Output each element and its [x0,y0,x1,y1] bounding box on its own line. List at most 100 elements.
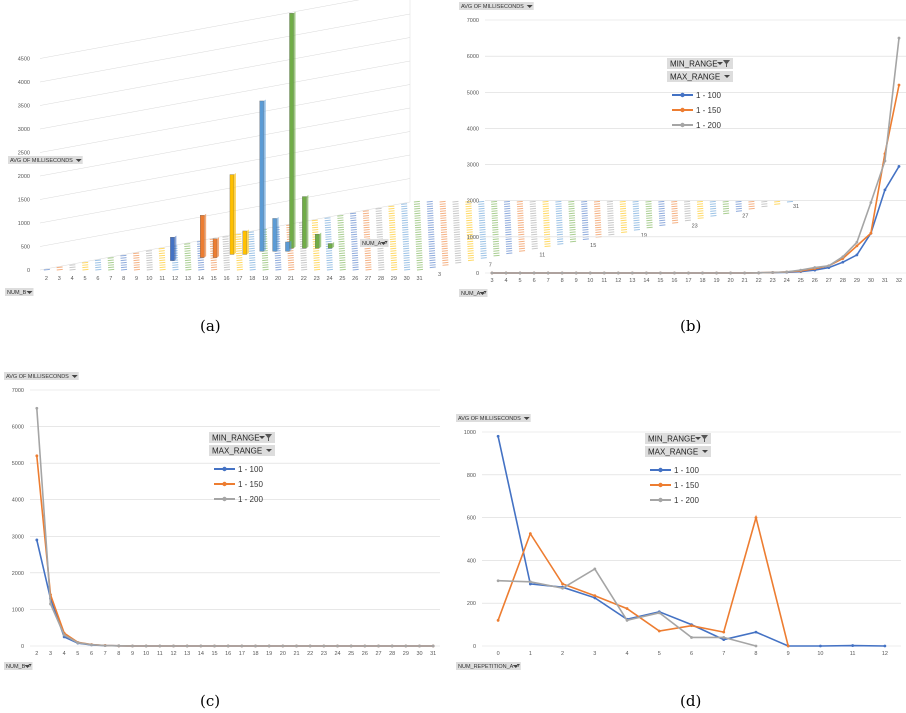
b-max-range-dropdown-icon [724,75,730,78]
a-floor-tile [107,261,114,264]
a-floor-tile [569,224,576,226]
a-floor-tile [275,266,282,269]
d-point [561,582,564,586]
a-floor-tile [427,229,435,231]
a-floor-tile [594,207,601,210]
a-floor-tile [339,266,346,269]
a-floor-tile [684,200,691,203]
c-y-tick: 4000 [12,498,24,504]
a-floor-tile [401,205,408,208]
d-x-tick: 11 [850,651,856,657]
a-floor-tile [351,238,358,241]
a-floor-tile [427,222,434,224]
a-floor-tile [542,210,550,212]
a-floor-tile [504,207,511,210]
a-floor-tile [478,217,485,219]
a-floor-tile [236,252,243,255]
a-floor-tile [529,207,537,210]
a-floor-tile [159,264,166,266]
a-floor-tile [467,254,474,257]
a-floor-tile [748,207,755,210]
a-floor-tile [556,224,563,226]
a-floor-tile [632,207,639,210]
a-floor-tile [478,214,485,217]
a-gridline [39,13,411,83]
b-value-field-button-label: AVG OF MILLISECONDS [461,4,524,10]
a-floor-tile [339,268,346,271]
a-floor-tile [326,264,333,266]
a-floor-tile [426,203,433,205]
a-floor-tile [480,252,487,255]
a-depth-tick: 23 [692,223,698,229]
a-bar-front [259,100,264,252]
a-floor-tile [222,245,229,248]
c-min-range-filter-icon [265,434,272,441]
a-floor-tile [555,212,562,215]
a-floor-tile [389,240,397,243]
c-point [363,644,367,648]
a-floor-tile [235,238,242,241]
c-x-tick: 10 [143,651,149,657]
a-floor-tile [428,250,436,252]
a-floor-tile [582,224,589,226]
a-floor-tile [697,205,704,208]
a-floor-tile [350,222,357,224]
a-floor-tile [543,231,550,233]
a-bar-front [229,174,235,255]
a-floor-tile [529,200,536,203]
a-floor-tile [121,268,128,271]
a-floor-tile [504,222,511,224]
a-floor-tile [274,252,281,255]
a-floor-tile [659,224,666,226]
a-floor-tile [312,229,319,231]
a-floor-tile [388,219,396,222]
a-floor-tile [697,217,704,219]
b-x-tick: 17 [685,278,691,284]
a-floor-tile [363,219,370,222]
a-floor-tile [518,243,525,245]
b-point [518,271,522,275]
a-floor-tile [440,217,447,219]
c-max-range-dropdown-icon [266,449,272,452]
a-bar-side [306,195,309,249]
a-floor-tile [262,266,269,269]
a-bar-side [289,240,292,252]
a-floor-tile [582,226,589,229]
a-gridline [39,37,411,106]
a-floor-tile [389,226,396,229]
a-floor-tile [287,261,295,264]
a-floor-tile [235,233,242,236]
d-point [754,644,758,648]
a-floor-tile [441,247,448,250]
a-floor-tile [453,224,460,226]
a-floor-tile [581,214,588,217]
a-floor-tile [376,226,383,229]
a-floor-tile [658,200,665,203]
a-bar-side [293,11,296,249]
a-floor-tile [531,245,538,248]
b-value-field-button-dropdown-icon [526,5,533,8]
a-floor-tile [378,261,385,264]
a-x-field-button-dropdown-icon [26,291,33,294]
a-depth-tick: 31 [793,204,799,210]
c-filter-max-range-label: MAX_RANGE [212,447,262,456]
a-floor-tile [338,252,346,255]
d-x-tick: 4 [626,651,629,657]
a-floor-tile [415,229,422,231]
a-floor-tile [504,217,511,219]
a-floor-tile [352,257,359,259]
a-floor-tile [595,224,602,226]
a-floor-tile [455,261,462,264]
a-floor-tile [530,214,537,217]
a-floor-tile [671,214,678,217]
d-point [657,611,661,615]
a-floor-tile [403,250,410,252]
d-point [593,594,597,598]
a-floor-tile [735,200,742,203]
a-depth-tick: 27 [742,214,748,220]
a-floor-tile [543,217,550,219]
a-floor-tile [427,226,434,229]
a-x-tick: 25 [339,276,345,282]
c-x-tick: 30 [416,651,422,657]
a-floor-tile [722,203,729,205]
